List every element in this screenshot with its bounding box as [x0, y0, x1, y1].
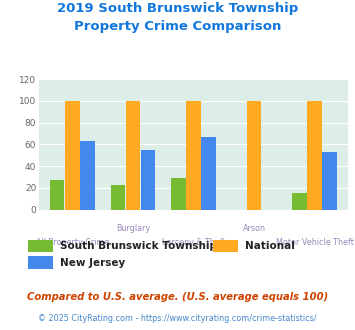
Text: Larceny & Theft: Larceny & Theft [162, 238, 225, 247]
Bar [65, 101, 80, 210]
Bar [201, 137, 216, 210]
Text: Compared to U.S. average. (U.S. average equals 100): Compared to U.S. average. (U.S. average … [27, 292, 328, 302]
Bar [110, 184, 125, 210]
Text: Burglary: Burglary [116, 224, 150, 233]
Bar [186, 101, 201, 210]
Text: Property Crime Comparison: Property Crime Comparison [74, 20, 281, 33]
Text: South Brunswick Township: South Brunswick Township [60, 241, 217, 251]
Bar [171, 178, 186, 210]
Bar [141, 150, 155, 210]
Bar [80, 141, 95, 210]
Bar [292, 193, 307, 210]
Bar [247, 101, 261, 210]
Text: Motor Vehicle Theft: Motor Vehicle Theft [275, 238, 354, 247]
Bar [50, 180, 65, 210]
Bar [126, 101, 140, 210]
Text: All Property Crime: All Property Crime [36, 238, 109, 247]
Text: New Jersey: New Jersey [60, 258, 126, 268]
Bar [322, 152, 337, 210]
Text: © 2025 CityRating.com - https://www.cityrating.com/crime-statistics/: © 2025 CityRating.com - https://www.city… [38, 314, 317, 323]
Text: National: National [245, 241, 295, 251]
Text: Arson: Arson [242, 224, 266, 233]
Text: 2019 South Brunswick Township: 2019 South Brunswick Township [57, 2, 298, 15]
Bar [307, 101, 322, 210]
